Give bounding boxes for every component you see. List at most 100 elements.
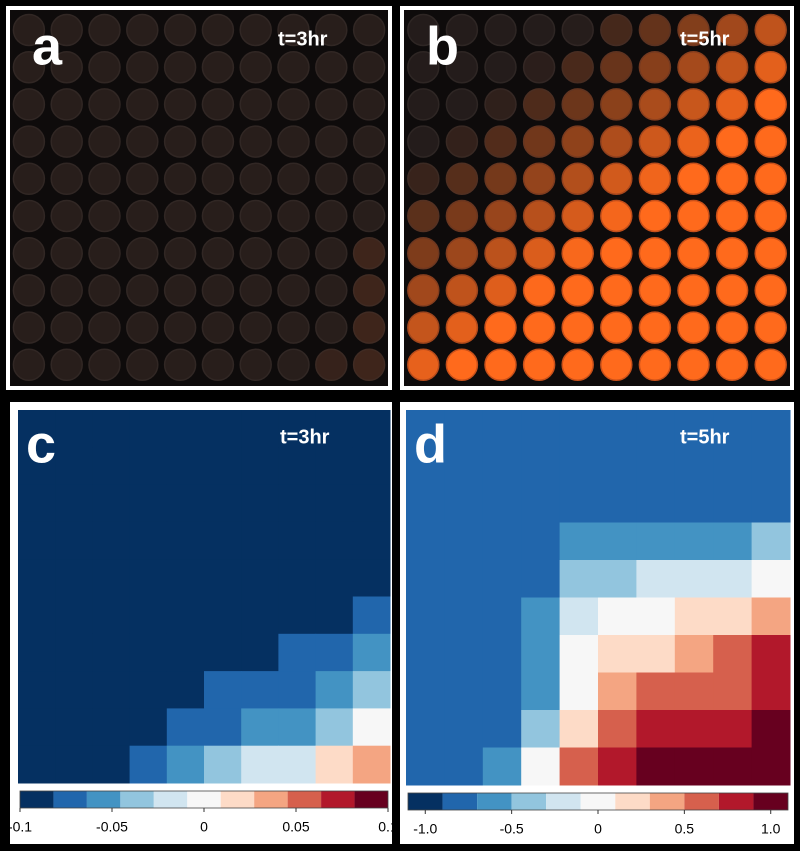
colorbar-swatch xyxy=(649,793,685,810)
well xyxy=(484,274,517,307)
well xyxy=(12,88,46,121)
panel-letter: d xyxy=(414,414,447,474)
well xyxy=(445,50,479,84)
well xyxy=(126,162,159,196)
heat-cell xyxy=(559,410,599,448)
heat-cell xyxy=(636,410,676,448)
heat-cell xyxy=(55,708,93,747)
well xyxy=(239,13,272,47)
heat-cell xyxy=(166,633,205,672)
heat-cell xyxy=(598,560,637,598)
heat-cell xyxy=(92,559,131,597)
heat-cell xyxy=(559,522,599,561)
heat-cell xyxy=(751,560,791,598)
heat-cell xyxy=(241,410,279,448)
well xyxy=(239,88,272,121)
well xyxy=(715,125,749,158)
heat-cell xyxy=(352,559,391,597)
heat-cell xyxy=(166,410,205,448)
heat-cell xyxy=(559,447,599,486)
well xyxy=(315,13,348,47)
heat-cell xyxy=(598,635,637,673)
heat-cell xyxy=(278,410,317,448)
well xyxy=(126,125,159,158)
heat-cell xyxy=(55,521,93,560)
well xyxy=(88,311,121,344)
heat-cell xyxy=(713,447,753,486)
colorbar-swatch xyxy=(753,793,788,810)
well xyxy=(561,274,594,307)
well xyxy=(239,236,272,270)
well xyxy=(201,236,235,270)
heat-cell xyxy=(18,484,56,523)
heat-cell xyxy=(315,484,354,523)
well xyxy=(163,236,197,270)
heat-cell xyxy=(751,597,791,636)
heat-cell xyxy=(92,484,131,523)
heat-cell xyxy=(55,447,93,486)
heat-cell xyxy=(315,410,354,448)
well xyxy=(407,125,440,158)
heat-cell xyxy=(315,521,354,560)
heat-cell xyxy=(636,560,676,598)
colorbar-swatch xyxy=(684,793,719,810)
well xyxy=(12,199,46,233)
heat-cell xyxy=(18,410,56,448)
well xyxy=(600,13,633,47)
heat-cell xyxy=(636,522,676,561)
well xyxy=(126,348,159,382)
colorbar-swatch xyxy=(718,793,754,810)
well xyxy=(126,50,159,84)
heat-cell xyxy=(204,671,242,709)
panel-letter: b xyxy=(426,16,459,76)
heat-cell xyxy=(482,597,522,636)
well xyxy=(445,236,479,270)
heat-cell xyxy=(521,447,561,486)
well xyxy=(600,236,633,270)
well xyxy=(484,13,517,47)
heat-cell xyxy=(166,596,205,635)
heat-cell xyxy=(352,708,391,747)
heat-cell xyxy=(241,671,279,709)
well xyxy=(484,162,517,196)
heat-cell xyxy=(559,710,599,748)
heatmap-layer: -0.1 -0.05 0 0.05 0.1 -1.0 -0.5 0 0.5 1.0 xyxy=(8,410,791,837)
heat-cell xyxy=(598,485,637,523)
well xyxy=(88,199,121,233)
well xyxy=(600,125,633,158)
well xyxy=(50,50,83,84)
heat-cell xyxy=(92,633,131,672)
heat-cell xyxy=(352,447,391,486)
well xyxy=(445,88,479,121)
heat-cell xyxy=(598,672,637,711)
heat-cell xyxy=(521,710,561,748)
well xyxy=(522,348,556,382)
well-plate xyxy=(407,13,787,382)
heat-cell xyxy=(598,597,637,636)
well xyxy=(50,88,83,121)
well xyxy=(126,311,159,344)
heat-cell xyxy=(559,635,599,673)
well xyxy=(754,274,787,307)
heat-cell xyxy=(204,484,242,523)
colorbar-tick-label: 0.1 xyxy=(378,819,398,835)
well xyxy=(315,88,348,121)
heat-cell xyxy=(482,522,522,561)
heat-cell xyxy=(521,635,561,673)
well xyxy=(561,162,594,196)
well xyxy=(522,274,556,307)
colorbar-swatch xyxy=(442,793,478,810)
well xyxy=(315,274,348,307)
well xyxy=(88,274,121,307)
heat-cell xyxy=(241,708,279,747)
well xyxy=(561,236,594,270)
well xyxy=(677,274,710,307)
heat-cell xyxy=(204,596,242,635)
heat-cell xyxy=(444,672,484,711)
well xyxy=(201,162,235,196)
well xyxy=(484,125,517,158)
heat-cell xyxy=(636,672,676,711)
heat-cell xyxy=(315,745,354,784)
heat-cell xyxy=(521,410,561,448)
well xyxy=(277,348,310,382)
